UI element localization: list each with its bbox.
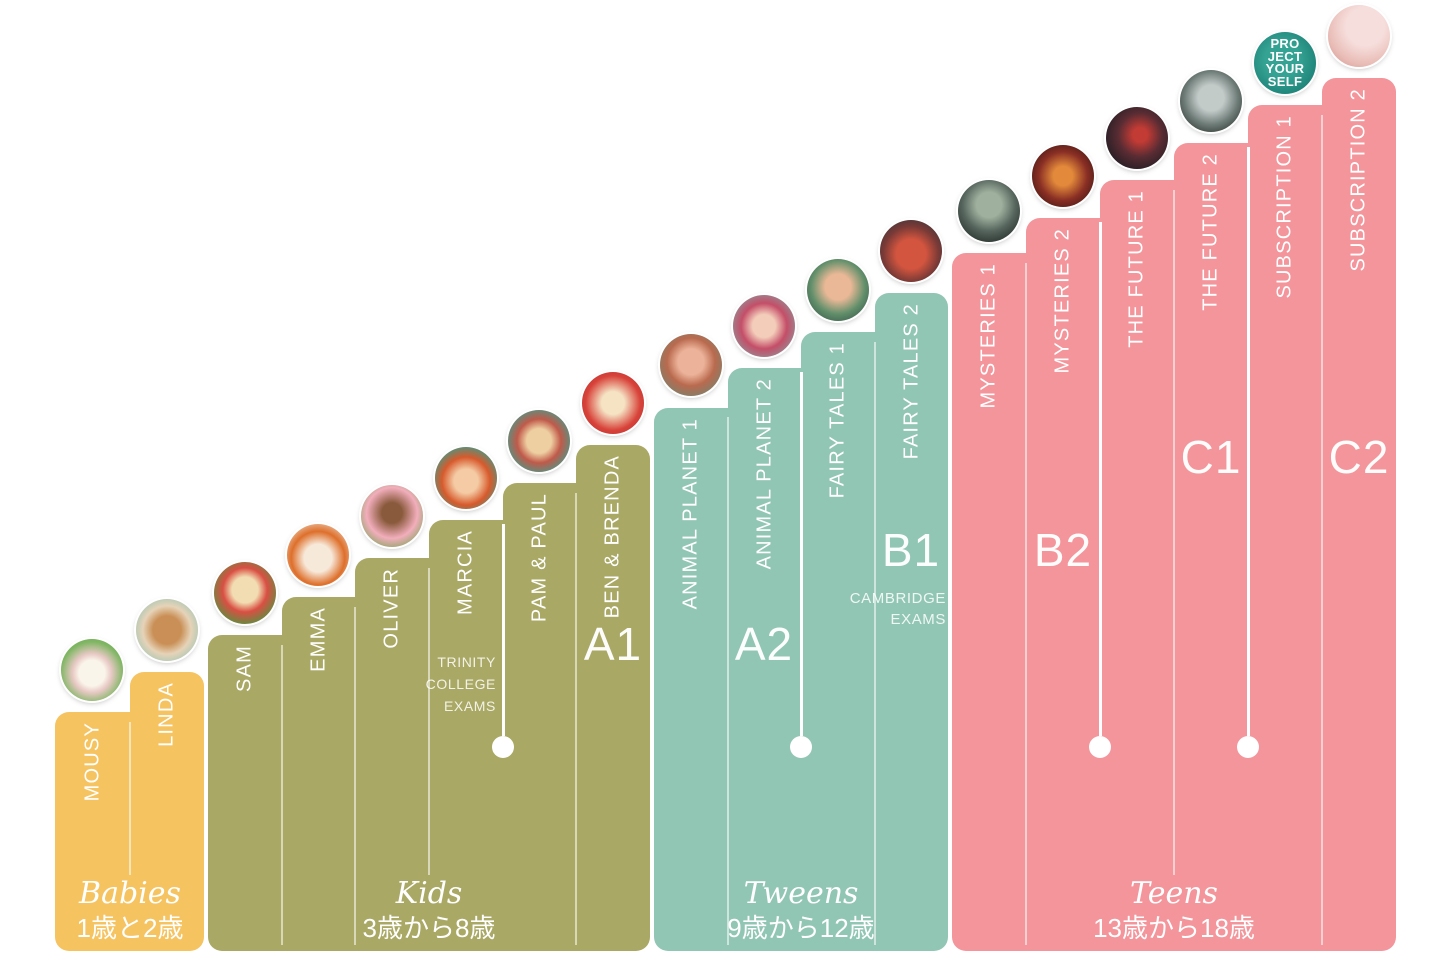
the-future-1-avatar (1106, 107, 1168, 169)
group-age-label: 13歳から18歳 (1093, 913, 1255, 943)
course-name-label: THE FUTURE 2 (1199, 153, 1222, 311)
marcia-avatar (435, 447, 497, 509)
course-name-label: SUBSCRIPTION 2 (1347, 88, 1370, 272)
cefr-level-b2: B2 (1033, 524, 1093, 576)
emma-avatar (287, 524, 349, 586)
cambridge-exams-note: CAMBRIDGE EXAMS (849, 590, 946, 628)
course-name-label: MYSTERIES 1 (977, 263, 1000, 409)
group-age-label: 3歳から8歳 (362, 913, 496, 943)
group-script-label: Babies (79, 876, 181, 911)
course-bar-marcia: MARCIA (429, 520, 503, 951)
ben-and-brenda-avatar (582, 372, 644, 434)
cefr-level-c2: C2 (1328, 431, 1390, 483)
course-name-label: MYSTERIES 2 (1051, 228, 1074, 374)
b2-exam-milestone-line (1098, 222, 1102, 736)
animal-planet-1-avatar (660, 334, 722, 396)
group-label-kids: Kids 3歳から8歳 (279, 876, 579, 945)
a2-exam-milestone-dot (790, 736, 812, 758)
bar-separator (874, 342, 876, 945)
course-name-label: SAM (233, 645, 256, 692)
course-bar-pam-and-paul: PAM & PAUL (503, 483, 576, 951)
bar-separator (1321, 115, 1323, 945)
group-age-label: 9歳から12歳 (727, 913, 875, 943)
animal-planet-2-avatar (733, 295, 795, 357)
cefr-level-b1: B1 (881, 524, 941, 576)
trinity-college-exams-note: TRINITY COLLEGE EXAMS (425, 654, 496, 714)
trinity-exam-milestone-line (501, 524, 505, 736)
course-name-label: MARCIA (454, 530, 477, 615)
bar-separator (129, 722, 131, 875)
fairy-tales-1-avatar (807, 259, 869, 321)
a2-exam-milestone-line (799, 372, 803, 736)
course-bar-emma: EMMA (282, 597, 355, 951)
course-bar-sam: SAM (208, 635, 282, 951)
course-bar-mousy: MOUSY (55, 712, 130, 951)
course-name-label: FAIRY TALES 2 (900, 303, 922, 460)
group-label-teens: Teens 13歳から18歳 (1024, 876, 1324, 945)
course-bar-oliver: OLIVER (355, 558, 429, 951)
oliver-avatar (361, 485, 423, 547)
bar-separator (727, 417, 729, 945)
course-name-label: ANIMAL PLANET 2 (753, 378, 775, 570)
group-script-label: Teens (1130, 876, 1218, 911)
mousy-avatar (61, 639, 123, 701)
bar-separator (575, 493, 577, 945)
course-bar-linda: LINDA (130, 672, 204, 951)
course-bar-mysteries-2: MYSTERIES 2 (1026, 218, 1100, 951)
bar-separator (428, 568, 430, 875)
course-name-label: PAM & PAUL (528, 493, 550, 623)
project-yourself-badge-text: PRO JECT YOUR SELF (1265, 36, 1305, 89)
linda-avatar (136, 599, 198, 661)
cefr-level-a1: A1 (583, 618, 643, 670)
project-yourself-badge-avatar: PRO JECT YOUR SELF (1254, 32, 1316, 94)
trinity-exam-milestone-dot (492, 736, 514, 758)
course-bar-subscription-2: SUBSCRIPTION 2 (1322, 78, 1396, 951)
bar-separator (354, 607, 356, 945)
group-script-label: Kids (395, 876, 463, 911)
pam-and-paul-avatar (508, 410, 570, 472)
subscription-2-avatar (1328, 5, 1390, 67)
course-name-label: BEN & BRENDA (601, 455, 624, 619)
course-bar-mysteries-1: MYSTERIES 1 (952, 253, 1026, 951)
course-name-label: THE FUTURE 1 (1125, 190, 1148, 348)
c1-exam-milestone-line (1246, 147, 1250, 736)
course-name-label: SUBSCRIPTION 1 (1273, 115, 1296, 299)
cefr-level-a2: A2 (734, 618, 794, 670)
group-age-label: 1歳と2歳 (76, 913, 184, 943)
course-name-label: FAIRY TALES 1 (826, 342, 849, 499)
course-bar-the-future-1: THE FUTURE 1 (1100, 180, 1174, 951)
group-label-tweens: Tweens 9歳から12歳 (651, 876, 951, 945)
course-bar-ben-and-brenda: BEN & BRENDA (576, 445, 650, 951)
mysteries-1-avatar (958, 180, 1020, 242)
course-bar-the-future-2: THE FUTURE 2 (1174, 143, 1248, 951)
course-name-label: MOUSY (81, 722, 103, 802)
c1-exam-milestone-dot (1237, 736, 1259, 758)
fairy-tales-2-avatar (880, 220, 942, 282)
course-bar-fairy-tales-1: FAIRY TALES 1 (801, 332, 875, 951)
cefr-level-c1: C1 (1180, 431, 1242, 483)
sam-avatar (214, 562, 276, 624)
group-script-label: Tweens (743, 876, 859, 911)
course-name-label: LINDA (155, 682, 178, 747)
course-name-label: ANIMAL PLANET 1 (679, 418, 702, 610)
bar-separator (281, 645, 283, 945)
course-bar-subscription-1: SUBSCRIPTION 1 (1248, 105, 1322, 951)
course-bar-animal-planet-1: ANIMAL PLANET 1 (654, 408, 728, 951)
bar-separator (1025, 263, 1027, 945)
mysteries-2-avatar (1032, 145, 1094, 207)
the-future-2-avatar (1180, 70, 1242, 132)
group-label-babies: Babies 1歳と2歳 (0, 876, 280, 945)
bar-separator (1173, 190, 1175, 875)
course-name-label: OLIVER (380, 568, 403, 649)
course-bar-fairy-tales-2: FAIRY TALES 2 (875, 293, 948, 951)
course-bar-animal-planet-2: ANIMAL PLANET 2 (728, 368, 801, 951)
b2-exam-milestone-dot (1089, 736, 1111, 758)
